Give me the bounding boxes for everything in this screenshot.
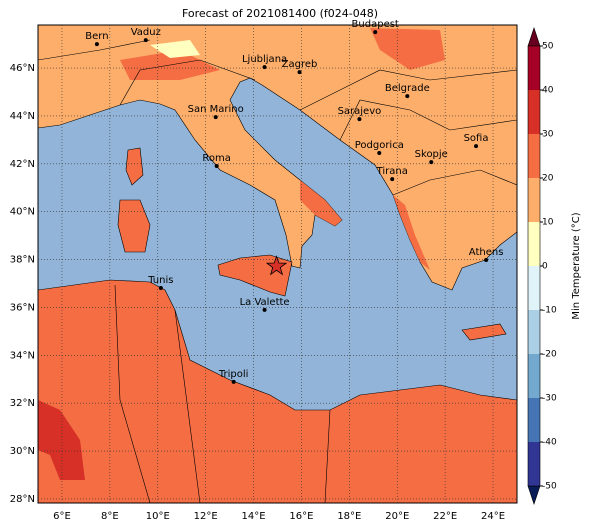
lat-tick-label: 38°N <box>10 255 35 266</box>
borders <box>38 39 517 503</box>
lon-tick-label: 18°E <box>337 511 361 522</box>
lon-tick-label: 16°E <box>289 511 313 522</box>
lat-tick-label: 46°N <box>10 63 35 74</box>
colorbar-segment <box>528 134 540 178</box>
city-label: Podgorica <box>355 140 404 151</box>
city-dot <box>231 379 236 384</box>
city-label: Vaduz <box>131 27 161 38</box>
africa-hot <box>38 400 85 480</box>
lon-tick-label: 6°E <box>53 511 71 522</box>
colorbar-tick-label: -50 <box>542 482 557 492</box>
city-dot <box>390 177 395 182</box>
colorbar-segment <box>528 222 540 266</box>
lon-tick-label: 14°E <box>242 511 266 522</box>
city-dot <box>262 65 267 70</box>
colorbar-segment <box>528 90 540 134</box>
colorbar-segment <box>528 266 540 310</box>
city-dot <box>405 94 410 99</box>
crete <box>461 323 507 341</box>
city-dot <box>94 42 99 47</box>
city-label: Tripoli <box>218 369 249 380</box>
city-label: Ljubljana <box>242 54 287 65</box>
colorbar-segment <box>528 310 540 354</box>
alps-high <box>150 40 200 58</box>
city-label: Budapest <box>352 19 399 30</box>
lon-tick-label: 20°E <box>385 511 409 522</box>
colorbar-tick-label: -10 <box>542 306 557 316</box>
map-frame <box>37 24 518 504</box>
colorbar-segment <box>528 178 540 222</box>
colorbar-tick-label: -20 <box>542 350 557 360</box>
city-dot <box>373 30 378 35</box>
colorbar-tick-label: 0 <box>542 262 548 272</box>
colorbar-tick-label: 40 <box>542 86 554 96</box>
sardinia <box>117 199 151 253</box>
lon-tick-label: 24°E <box>481 511 505 522</box>
city-dot <box>143 38 148 43</box>
city-label: Bern <box>85 31 108 42</box>
alps <box>120 28 445 80</box>
location-star <box>265 255 288 276</box>
colorbar-tick-label: 20 <box>542 174 554 184</box>
city-dot <box>377 151 382 156</box>
lat-tick-label: 40°N <box>10 207 35 218</box>
lon-tick-label: 12°E <box>194 511 218 522</box>
lon-tick-label: 8°E <box>101 511 119 522</box>
city-dot <box>213 115 218 120</box>
colorbar-tick-label: 10 <box>542 218 554 228</box>
city-label: Sarajevo <box>338 106 382 117</box>
colorbar-extend-max <box>527 27 541 47</box>
city-label: San Marino <box>188 104 244 115</box>
colorbar-tick-label: -40 <box>542 438 557 448</box>
city-label: La Valette <box>240 297 290 308</box>
colorbar-segment <box>528 398 540 442</box>
colorbar-segment <box>528 46 540 90</box>
lon-tick-label: 22°E <box>433 511 457 522</box>
city-dot <box>297 70 302 75</box>
colorbar-label: Min Temperature (°C) <box>571 212 582 319</box>
city-label: Tunis <box>147 275 173 286</box>
city-label: Tirana <box>376 166 408 177</box>
colorbar-tick-label: -30 <box>542 394 557 404</box>
city-dot <box>484 258 489 263</box>
city-dot <box>214 163 219 168</box>
city-dot <box>262 307 267 312</box>
lon-tick-label: 10°E <box>146 511 170 522</box>
city-label: Belgrade <box>385 83 430 94</box>
lat-tick-label: 30°N <box>10 446 35 457</box>
lat-tick-label: 42°N <box>10 159 35 170</box>
corsica <box>125 147 144 186</box>
colorbar-extend-min <box>527 485 541 505</box>
lat-tick-label: 32°N <box>10 398 35 409</box>
city-label: Zagreb <box>282 59 318 70</box>
city-dot <box>474 144 479 149</box>
colorbar-segment <box>528 442 540 486</box>
lat-tick-label: 36°N <box>10 302 35 313</box>
title: Forecast of 2021081400 (f024-048) <box>182 7 378 20</box>
city-label: Roma <box>202 153 231 164</box>
city-dot <box>158 286 163 291</box>
city-label: Sofia <box>464 133 489 144</box>
colorbar-tick-label: 50 <box>542 42 554 52</box>
city-dot <box>429 160 434 165</box>
lat-tick-label: 28°N <box>10 494 35 505</box>
colorbar-tick-label: 30 <box>542 130 554 140</box>
city-label: Skopje <box>415 149 448 160</box>
city-label: Athens <box>469 247 504 258</box>
lat-tick-label: 34°N <box>10 350 35 361</box>
colorbar-segment <box>528 354 540 398</box>
city-dot <box>357 117 362 122</box>
lat-tick-label: 44°N <box>10 111 35 122</box>
